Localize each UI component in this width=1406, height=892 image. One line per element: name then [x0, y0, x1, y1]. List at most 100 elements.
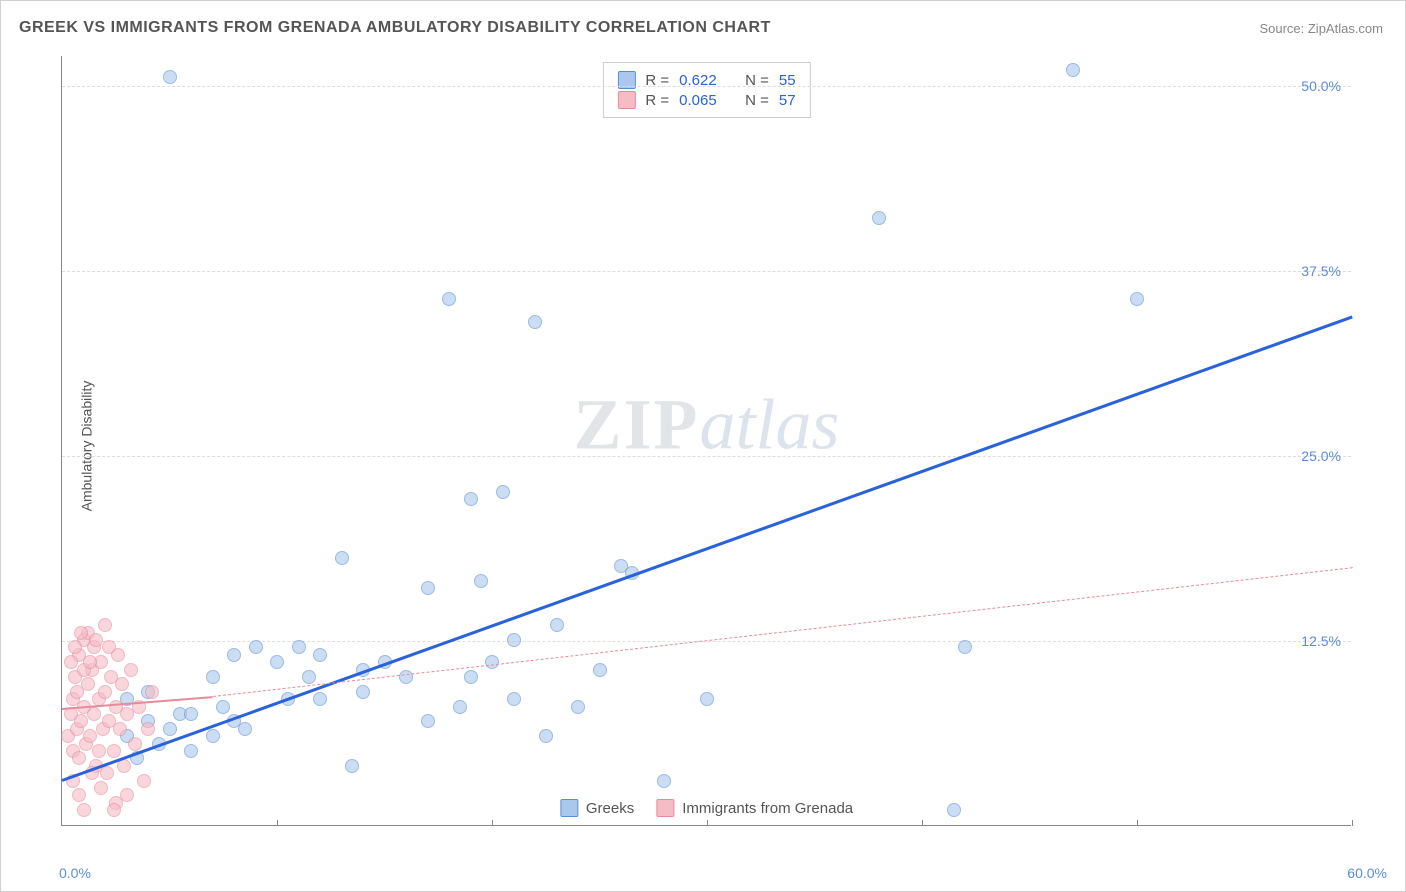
- data-point: [72, 788, 86, 802]
- data-point: [442, 292, 456, 306]
- gridline: [62, 456, 1351, 457]
- data-point: [120, 707, 134, 721]
- data-point: [528, 315, 542, 329]
- plot-area: ZIPatlas R = 0.622 N = 55 R = 0.065 N = …: [61, 56, 1351, 826]
- data-point: [593, 663, 607, 677]
- data-point: [507, 633, 521, 647]
- n-label: N =: [745, 92, 769, 109]
- y-tick-label: 50.0%: [1301, 78, 1341, 94]
- data-point: [206, 670, 220, 684]
- x-tick: [492, 820, 493, 826]
- data-point: [227, 648, 241, 662]
- x-tick: [922, 820, 923, 826]
- correlation-stats-box: R = 0.622 N = 55 R = 0.065 N = 57: [602, 62, 810, 118]
- data-point: [700, 692, 714, 706]
- data-point: [184, 744, 198, 758]
- series-legend: Greeks Immigrants from Grenada: [552, 797, 861, 819]
- chart-container: GREEK VS IMMIGRANTS FROM GRENADA AMBULAT…: [0, 0, 1406, 892]
- y-tick-label: 12.5%: [1301, 633, 1341, 649]
- swatch-icon: [617, 91, 635, 109]
- data-point: [77, 803, 91, 817]
- data-point: [72, 751, 86, 765]
- data-point: [270, 655, 284, 669]
- regression-line: [61, 315, 1352, 781]
- data-point: [1130, 292, 1144, 306]
- data-point: [249, 640, 263, 654]
- x-axis-max-label: 60.0%: [1347, 865, 1387, 881]
- y-tick-label: 25.0%: [1301, 448, 1341, 464]
- data-point: [107, 744, 121, 758]
- swatch-icon: [656, 799, 674, 817]
- data-point: [100, 766, 114, 780]
- swatch-icon: [560, 799, 578, 817]
- data-point: [124, 663, 138, 677]
- n-value: 57: [779, 92, 796, 109]
- data-point: [184, 707, 198, 721]
- data-point: [74, 626, 88, 640]
- data-point: [464, 670, 478, 684]
- watermark-atlas: atlas: [700, 385, 840, 465]
- data-point: [453, 700, 467, 714]
- r-value: 0.065: [679, 92, 729, 109]
- y-tick-label: 37.5%: [1301, 263, 1341, 279]
- data-point: [292, 640, 306, 654]
- watermark-zip: ZIP: [573, 385, 699, 465]
- data-point: [485, 655, 499, 669]
- data-point: [657, 774, 671, 788]
- data-point: [302, 670, 316, 684]
- data-point: [335, 551, 349, 565]
- stat-row-grenada: R = 0.065 N = 57: [617, 91, 795, 109]
- data-point: [107, 803, 121, 817]
- data-point: [496, 485, 510, 499]
- data-point: [137, 774, 151, 788]
- legend-item-grenada: Immigrants from Grenada: [656, 799, 853, 817]
- data-point: [474, 574, 488, 588]
- legend-label: Immigrants from Grenada: [682, 800, 853, 817]
- x-axis-min-label: 0.0%: [59, 865, 91, 881]
- data-point: [64, 655, 78, 669]
- data-point: [113, 722, 127, 736]
- data-point: [83, 729, 97, 743]
- data-point: [141, 722, 155, 736]
- data-point: [399, 670, 413, 684]
- x-tick: [277, 820, 278, 826]
- data-point: [87, 707, 101, 721]
- source-prefix: Source:: [1259, 21, 1307, 36]
- chart-title: GREEK VS IMMIGRANTS FROM GRENADA AMBULAT…: [19, 19, 771, 37]
- data-point: [163, 70, 177, 84]
- gridline: [62, 86, 1351, 87]
- data-point: [550, 618, 564, 632]
- x-tick: [1137, 820, 1138, 826]
- data-point: [571, 700, 585, 714]
- data-point: [1066, 63, 1080, 77]
- data-point: [313, 648, 327, 662]
- data-point: [74, 714, 88, 728]
- data-point: [313, 692, 327, 706]
- data-point: [539, 729, 553, 743]
- data-point: [128, 737, 142, 751]
- data-point: [872, 211, 886, 225]
- data-point: [947, 803, 961, 817]
- data-point: [163, 722, 177, 736]
- data-point: [98, 685, 112, 699]
- data-point: [145, 685, 159, 699]
- data-point: [102, 640, 116, 654]
- data-point: [507, 692, 521, 706]
- data-point: [115, 677, 129, 691]
- legend-item-greeks: Greeks: [560, 799, 634, 817]
- x-tick: [1352, 820, 1353, 826]
- watermark: ZIPatlas: [573, 384, 839, 467]
- data-point: [98, 618, 112, 632]
- x-tick: [707, 820, 708, 826]
- data-point: [89, 633, 103, 647]
- data-point: [68, 640, 82, 654]
- data-point: [81, 677, 95, 691]
- data-point: [120, 788, 134, 802]
- data-point: [356, 685, 370, 699]
- data-point: [216, 700, 230, 714]
- data-point: [421, 581, 435, 595]
- data-point: [83, 655, 97, 669]
- data-point: [464, 492, 478, 506]
- regression-line: [212, 567, 1352, 697]
- data-point: [94, 781, 108, 795]
